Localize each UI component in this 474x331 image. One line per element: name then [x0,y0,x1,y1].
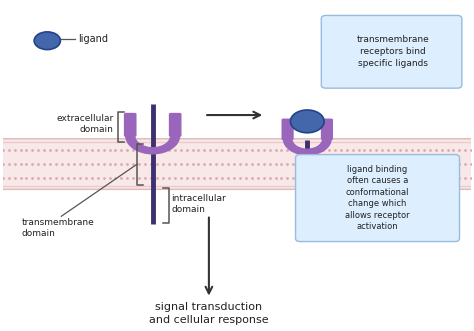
FancyBboxPatch shape [282,118,294,140]
Text: ligand binding
often causes a
conformational
change which
allows receptor
activa: ligand binding often causes a conformati… [345,165,410,231]
Text: signal transduction
and cellular response: signal transduction and cellular respons… [149,302,269,325]
Wedge shape [126,136,180,154]
Circle shape [34,32,60,50]
FancyBboxPatch shape [124,113,137,137]
FancyBboxPatch shape [169,113,182,137]
Wedge shape [283,139,331,155]
Text: intracellular
domain: intracellular domain [172,194,226,213]
Circle shape [291,110,324,133]
Text: ligand: ligand [78,34,108,44]
Text: transmembrane
domain: transmembrane domain [21,218,94,238]
Text: transmembrane
receptors bind
specific ligands: transmembrane receptors bind specific li… [356,35,429,68]
Text: extracellular
domain: extracellular domain [56,114,114,134]
FancyBboxPatch shape [0,139,474,189]
FancyBboxPatch shape [321,16,462,88]
FancyBboxPatch shape [321,118,333,140]
FancyBboxPatch shape [296,155,459,242]
